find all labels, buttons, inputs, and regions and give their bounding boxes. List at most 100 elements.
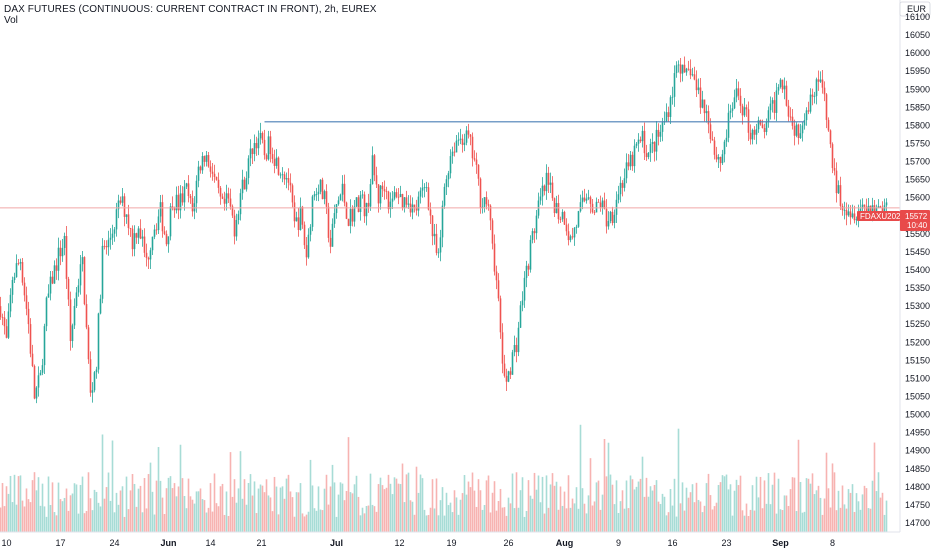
volume-bar — [263, 492, 266, 532]
candle-body — [417, 196, 420, 211]
price-tick-label: 15000 — [905, 410, 930, 420]
candle-body — [319, 179, 322, 192]
price-tick-label: 15500 — [905, 229, 930, 239]
candle-body — [369, 184, 372, 207]
candle-body — [95, 369, 98, 373]
volume-bar — [151, 491, 154, 532]
candle-body — [133, 233, 136, 250]
candle-body — [0, 306, 2, 317]
candle-body — [171, 206, 174, 209]
candle-body — [463, 142, 466, 145]
volume-bar — [429, 507, 432, 532]
candle-body — [149, 250, 152, 260]
candle-body — [605, 208, 608, 227]
volume-bar — [87, 472, 90, 532]
volume-bar — [667, 512, 670, 532]
price-axis[interactable]: EUR — [899, 0, 932, 550]
price-tick-label: 16000 — [905, 48, 930, 58]
volume-bar — [807, 478, 810, 532]
volume-bar — [191, 499, 194, 532]
volume-bar — [689, 492, 692, 532]
volume-bar — [729, 484, 732, 532]
candle-body — [253, 143, 256, 155]
candle-body — [515, 344, 518, 353]
volume-bar — [467, 481, 470, 532]
volume-bar — [783, 495, 786, 532]
volume-bar — [81, 476, 84, 532]
candle-body — [771, 100, 774, 104]
volume-bar — [521, 477, 524, 532]
candle-body — [151, 236, 154, 251]
candle-body — [57, 247, 60, 271]
volume-bar — [65, 488, 68, 532]
candle-body — [733, 97, 736, 109]
candle-body — [297, 217, 300, 231]
candle-body — [405, 197, 408, 205]
volume-bar — [425, 515, 428, 532]
candle-body — [563, 211, 566, 225]
candle-body — [355, 197, 358, 207]
volume-bar — [347, 437, 350, 532]
candle-body — [27, 308, 30, 325]
candle-body — [275, 157, 278, 166]
volume-bar — [733, 490, 736, 532]
candle-body — [467, 130, 470, 135]
volume-bar — [415, 466, 418, 532]
volume-bar — [849, 492, 852, 532]
volume-bar — [593, 501, 596, 532]
candle-body — [309, 226, 312, 235]
candle-body — [609, 211, 612, 222]
volume-bar — [811, 473, 814, 532]
volume-bar — [577, 508, 580, 532]
candle-body — [529, 239, 532, 270]
candle-body — [73, 305, 76, 326]
volume-bar — [857, 501, 860, 532]
price-tick-label: 14700 — [905, 518, 930, 528]
volume-bar — [509, 503, 512, 532]
volume-bar — [639, 478, 642, 532]
candle-body — [727, 112, 730, 138]
volume-bar — [673, 478, 676, 532]
volume-bar — [227, 515, 230, 532]
candle-body — [495, 271, 498, 281]
candle-body — [681, 64, 684, 74]
candle-body — [603, 200, 606, 209]
volume-bar — [723, 476, 726, 532]
candle-body — [215, 176, 218, 180]
candle-body — [715, 154, 718, 160]
candle-body — [401, 194, 404, 209]
volume-bar — [213, 473, 216, 532]
volume-bar — [633, 489, 636, 532]
last-price-tag: FDAXU2021 15572 10:40 — [857, 210, 930, 231]
volume-bar — [747, 516, 750, 532]
volume-bar — [181, 478, 184, 532]
candle-body — [205, 155, 208, 162]
candle-body — [833, 168, 836, 171]
candle-body — [415, 207, 418, 211]
volume-bar — [715, 502, 718, 532]
candle-body — [71, 325, 74, 342]
volume-bar — [305, 514, 308, 532]
volume-bar — [459, 499, 462, 532]
volume-bar — [743, 515, 746, 532]
volume-bar — [703, 505, 706, 532]
volume-bar — [277, 514, 280, 532]
candle-body — [39, 372, 42, 376]
candle-body — [377, 184, 380, 204]
candle-body — [327, 206, 330, 238]
volume-bar — [787, 505, 790, 532]
time-axis[interactable]: 10 17 24 Jun 14 21 Jul 12 19 26 Aug 9 16 23 Sep 8 — [0, 531, 900, 548]
volume-bar — [155, 480, 158, 532]
volume-bar — [201, 499, 204, 532]
candle-body — [77, 285, 80, 293]
candle-body — [447, 173, 450, 180]
candles — [0, 56, 888, 404]
time-tick-label: Sep — [772, 538, 789, 548]
volume-bar — [23, 506, 26, 532]
volume-bar — [489, 512, 492, 532]
volume-bar — [655, 480, 658, 532]
candle-body — [285, 178, 288, 180]
volume-bar — [63, 497, 66, 532]
volume-bar — [75, 484, 78, 532]
